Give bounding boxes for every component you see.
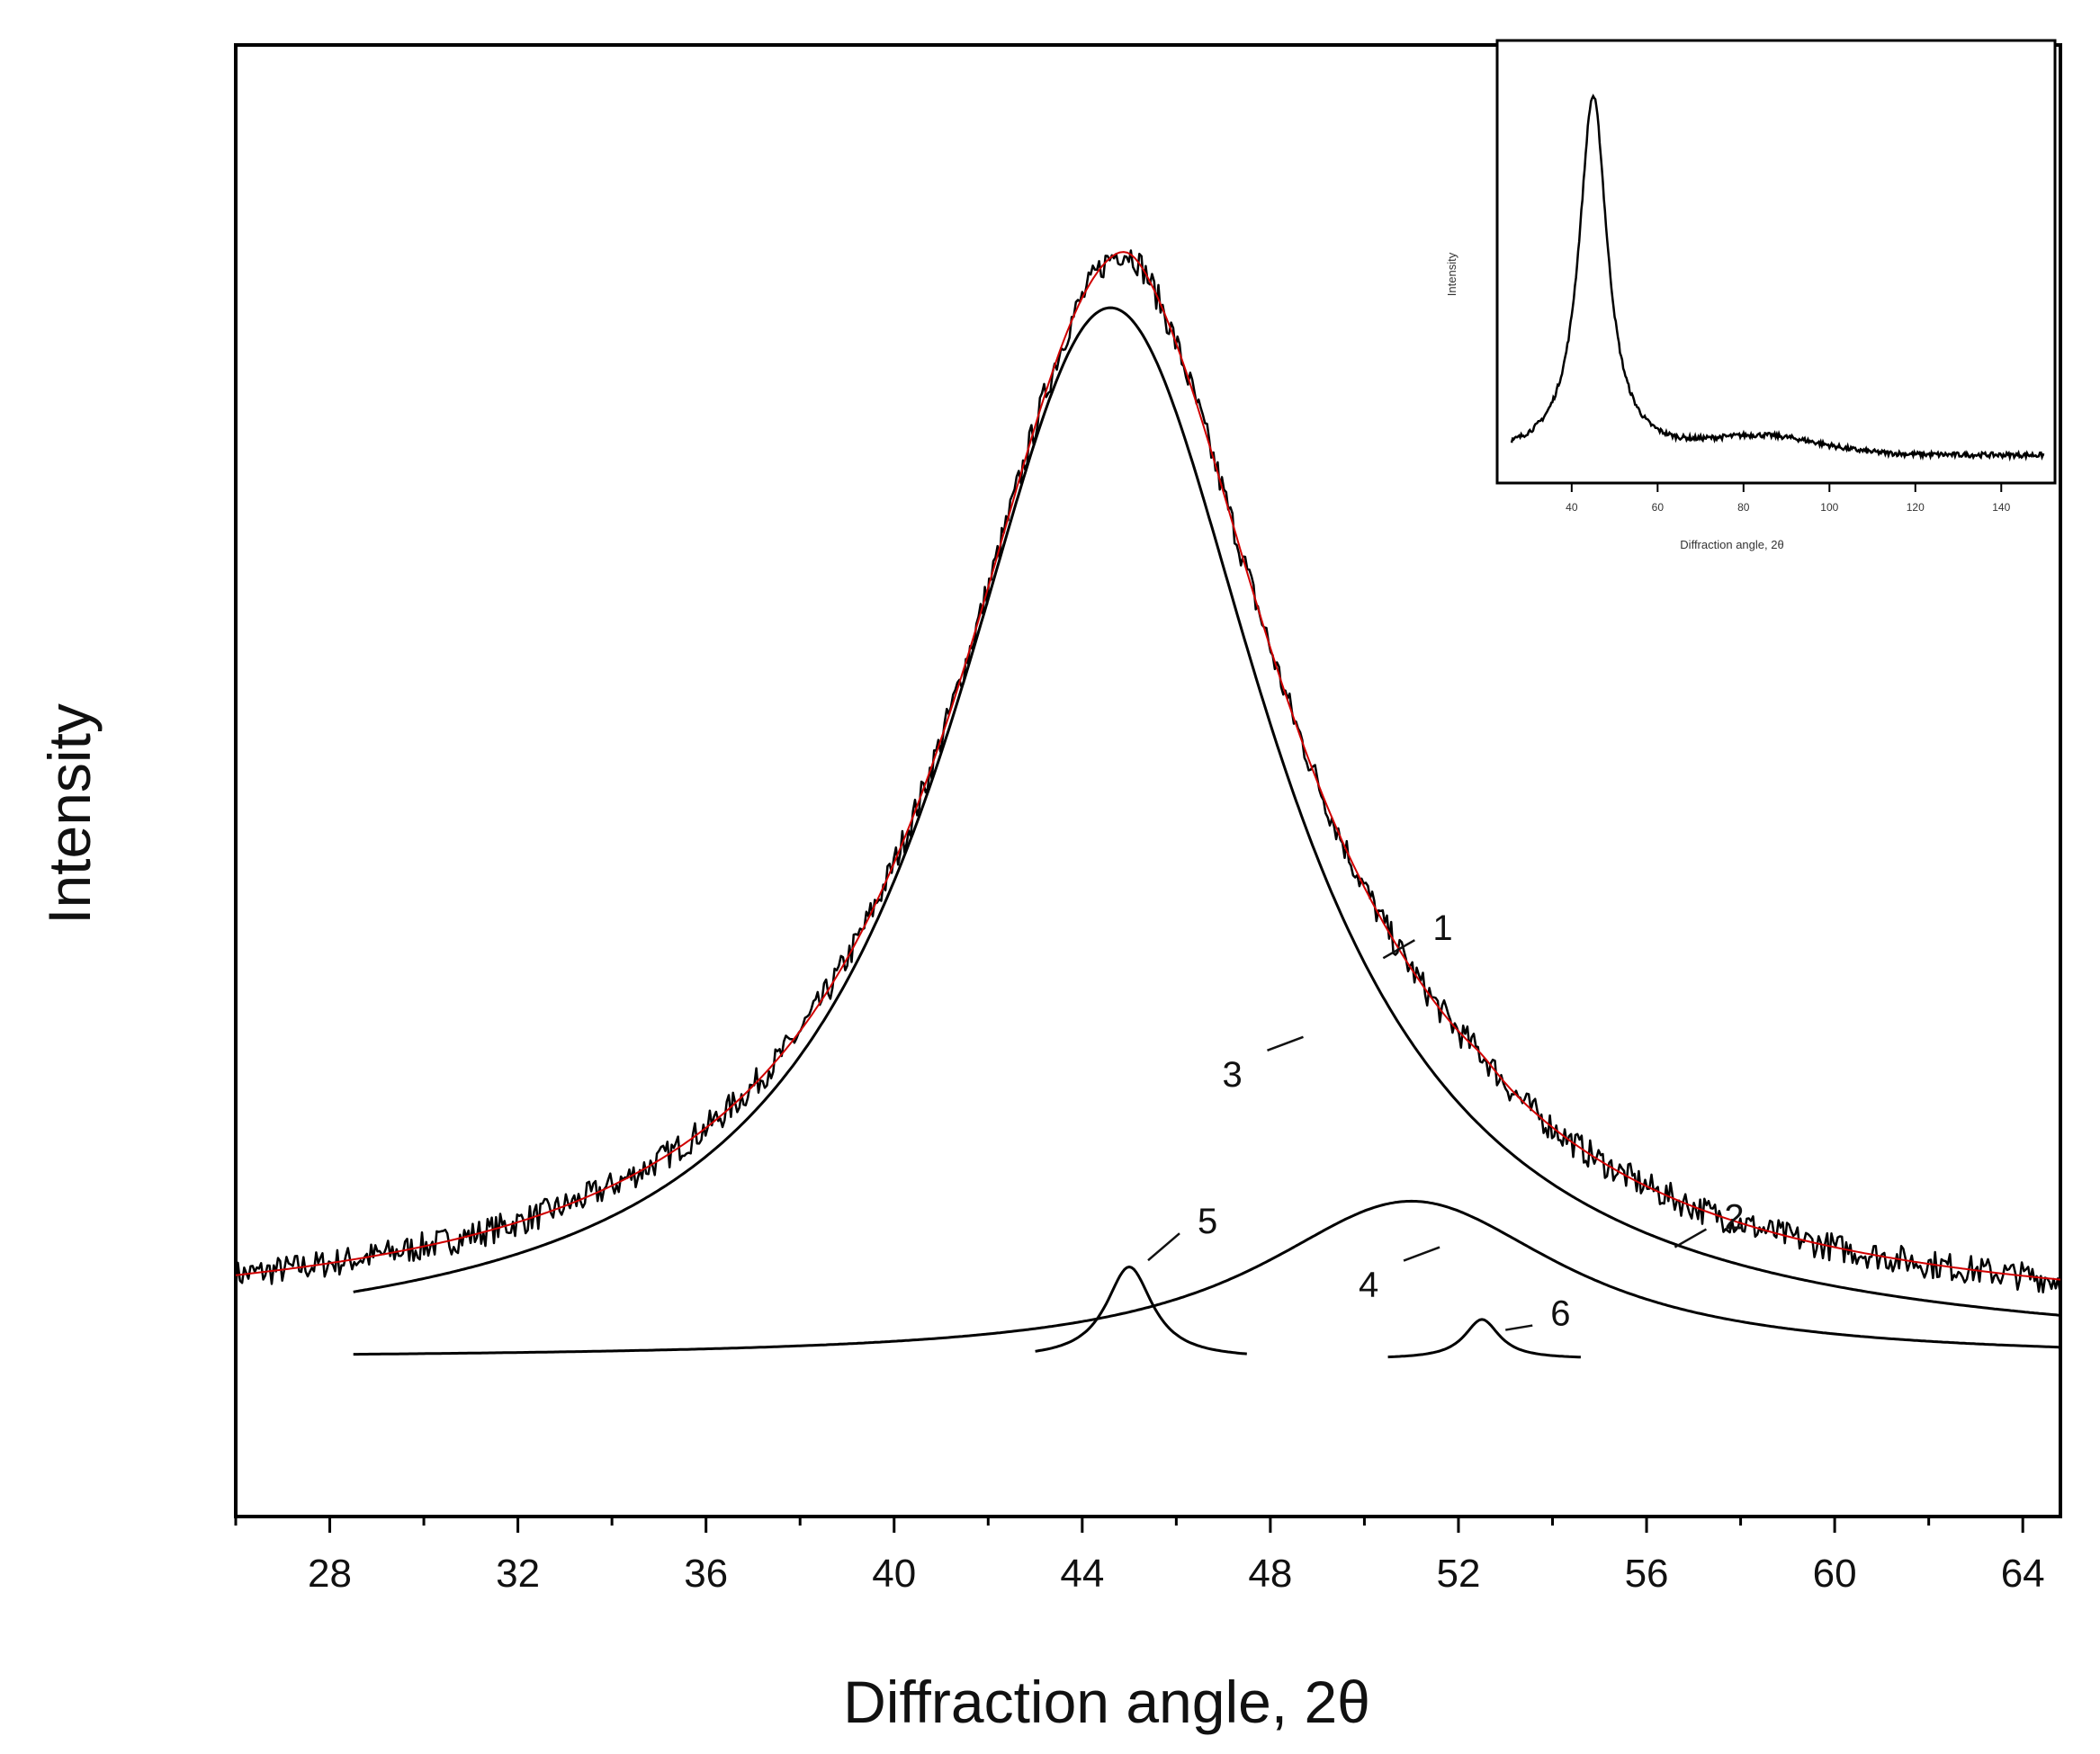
inset-x-tick-label-100: 100 xyxy=(1820,501,1838,514)
x-tick-label-60: 60 xyxy=(1813,1552,1857,1596)
inset-series-line xyxy=(1510,94,2045,462)
series-2-arrow xyxy=(1674,1228,1708,1248)
peak-labels: 1 2 3 4 5 6 xyxy=(1147,908,1745,1334)
y-axis-title: Intensity xyxy=(36,703,103,925)
x-tick-label-52: 52 xyxy=(1436,1552,1480,1596)
series-4-line xyxy=(353,1199,2061,1356)
series-layer xyxy=(234,249,2061,1359)
x-tick-label-36: 36 xyxy=(684,1552,728,1596)
inset-frame xyxy=(1495,39,2057,485)
series-1-arrow xyxy=(1382,939,1415,960)
plot-frame xyxy=(234,43,2062,1518)
inset-plot: 40 60 80 100 120 140 Diffraction angle, 2θ In… xyxy=(1445,39,2057,551)
series-5-line xyxy=(1035,1266,1247,1356)
series-2-line xyxy=(235,251,2061,1281)
x-tick-label-56: 56 xyxy=(1625,1552,1669,1596)
x-tick-label-64: 64 xyxy=(2001,1552,2045,1596)
inset-x-axis-title: Diffraction angle, 2θ xyxy=(1680,538,1783,551)
series-3-arrow xyxy=(1267,1035,1304,1052)
x-tick-label-32: 32 xyxy=(496,1552,540,1596)
inset-x-tick-label-40: 40 xyxy=(1566,501,1578,514)
x-tick-label-44: 44 xyxy=(1060,1552,1104,1596)
series-1-line xyxy=(234,249,2061,1293)
series-6-label: 6 xyxy=(1550,1294,1570,1334)
x-tick-label-28: 28 xyxy=(308,1552,352,1596)
series-3-line xyxy=(353,306,2061,1317)
series-6-arrow xyxy=(1505,1324,1533,1331)
inset-x-axis-ticks: 40 60 80 100 120 140 xyxy=(1566,483,2011,514)
series-6-line xyxy=(1387,1318,1581,1359)
series-5-label: 5 xyxy=(1198,1202,1217,1241)
series-5-arrow xyxy=(1147,1232,1180,1262)
series-4-label: 4 xyxy=(1359,1266,1378,1305)
x-axis-ticks: 28 32 36 40 44 48 52 56 60 64 xyxy=(234,1517,2045,1596)
inset-x-tick-label-140: 140 xyxy=(1992,501,2010,514)
series-3-label: 3 xyxy=(1222,1055,1242,1095)
inset-series-layer xyxy=(1510,94,2045,462)
x-tick-label-48: 48 xyxy=(1248,1552,1292,1596)
x-tick-label-40: 40 xyxy=(872,1552,916,1596)
inset-x-tick-label-80: 80 xyxy=(1737,501,1750,514)
inset-x-tick-label-60: 60 xyxy=(1652,501,1665,514)
inset-y-axis-title: Intensity xyxy=(1445,252,1458,296)
inset-x-tick-label-120: 120 xyxy=(1907,501,1925,514)
series-1-label: 1 xyxy=(1432,908,1452,948)
series-4-arrow xyxy=(1403,1246,1440,1262)
series-2-label: 2 xyxy=(1724,1198,1744,1238)
x-axis-title: Diffraction angle, 2θ xyxy=(843,1669,1370,1735)
